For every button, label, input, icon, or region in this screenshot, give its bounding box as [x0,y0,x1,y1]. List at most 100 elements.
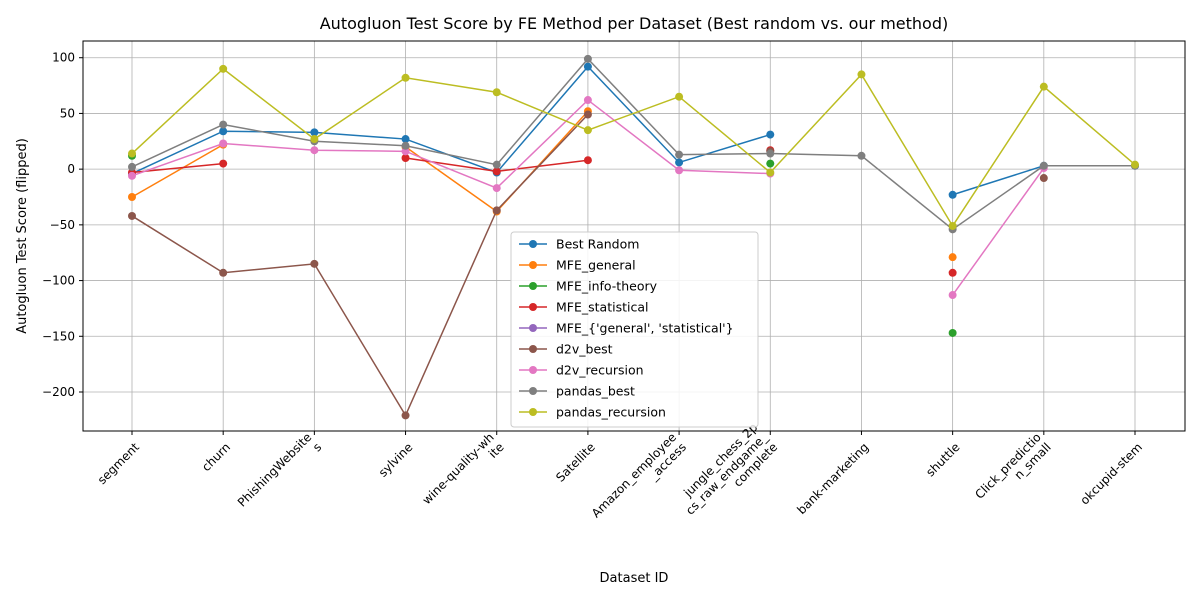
data-point [1039,161,1048,170]
legend-label: pandas_recursion [556,405,666,420]
y-tick-label: 100 [52,51,75,65]
data-point [492,88,501,97]
data-point [401,154,410,162]
data-point [310,259,319,268]
data-point [583,62,592,71]
y-tick-label: −200 [42,385,75,399]
legend-label: d2v_best [556,342,613,357]
data-point [219,127,228,136]
data-point [675,92,684,101]
data-point [948,328,957,337]
data-point [583,126,592,135]
x-tick-label-line: s [310,440,324,454]
data-point [219,159,228,168]
data-point [492,184,501,193]
series-line [131,114,589,418]
x-tick-label: Click_prediction_small [972,430,1053,511]
x-axis-label: Dataset ID [600,571,669,586]
data-point [128,171,136,180]
x-tick-label: shuttle [923,440,962,479]
legend: Best Random MFE_general MFE_info-theory MFE… [510,231,759,428]
data-point [583,54,592,63]
legend-marker [529,345,537,353]
legend-label: Best Random [556,237,639,252]
legend-marker [529,387,537,395]
legend-label: MFE_statistical [556,300,648,315]
data-point [492,167,501,176]
data-point [948,268,957,277]
data-point [219,139,228,148]
x-tick-label-line: sylvine [376,440,416,480]
data-point [1039,174,1048,183]
x-tick-label-line: Amazon_employee [589,430,679,520]
x-tick-label-line: bank-marketing [794,440,871,517]
data-point [1131,160,1139,169]
data-point [310,128,319,137]
series-group [128,110,1048,420]
series-line [131,99,771,189]
x-tick-label: jungle_chess_2pcs_raw_endgame_complete [673,420,781,528]
data-point [583,156,592,165]
data-point [219,64,228,73]
chart-title: Autogluon Test Score by FE Method per Da… [320,14,949,33]
data-point [401,147,410,156]
series-line [131,67,1136,228]
data-point [401,411,410,420]
data-point [675,166,684,175]
x-tick-label: sylvine [376,440,416,480]
legend-label: d2v_recursion [556,363,644,378]
x-tick-label: wine-quality-white [420,430,507,517]
x-tick-label-line: Satellite [553,440,598,485]
data-point [583,96,592,105]
data-point [310,146,319,155]
x-tick-label-line: okcupid-stem [1077,440,1144,507]
data-point [766,168,775,177]
legend-label: MFE_general [556,258,636,273]
y-axis-label: Autogluon Test Score (flipped) [15,138,30,334]
data-point [766,130,775,139]
legend-marker [529,240,537,248]
legend-marker [529,366,537,374]
data-point [766,149,775,158]
data-point [1039,82,1048,91]
data-point [219,120,228,129]
data-point [948,253,957,262]
x-tick-label: okcupid-stem [1077,440,1144,507]
data-point [128,162,136,171]
x-tick-label: Amazon_employee_access [589,430,689,530]
legend-label: MFE_info-theory [556,279,658,294]
x-tick-label-line: shuttle [923,440,962,479]
x-tick-label: Satellite [553,440,598,485]
legend-label: pandas_best [556,384,635,399]
plot-frame [82,40,1186,432]
legend-marker [529,261,537,269]
y-tick-label: 0 [67,162,75,176]
data-point [128,149,136,158]
legend-marker [529,324,537,332]
x-tick-label: PhishingWebsites [235,430,324,519]
legend-marker [529,282,537,290]
y-tick-label: −100 [42,274,75,288]
legend-box [510,231,759,428]
x-tick-label-line: segment [95,440,142,487]
data-point [583,110,592,119]
y-tick-label: −150 [42,329,75,343]
series-group [128,62,1139,199]
data-point [128,193,136,201]
x-tick-label: churn [199,440,233,474]
legend-label: MFE_{'general', 'statistical'} [556,321,734,336]
data-point [310,135,319,144]
data-point [219,268,228,277]
x-tick-label: segment [95,440,142,487]
series-line [131,65,771,175]
y-tick-label: −50 [50,218,75,232]
x-tick-label-line: wine-quality-wh [420,430,497,507]
data-point [948,291,957,300]
data-point [857,151,866,160]
series-group [128,64,1139,230]
series-layer [128,54,1139,420]
legend-marker [529,303,537,311]
series-line [131,143,224,198]
data-point [492,206,501,215]
